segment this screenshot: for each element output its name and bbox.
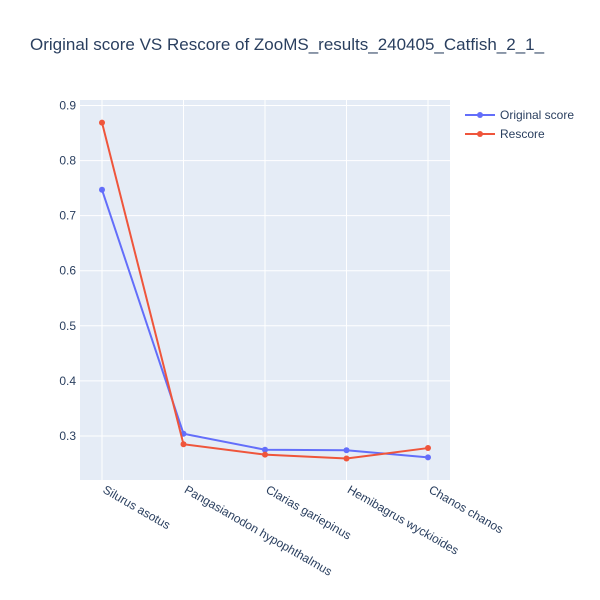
legend-marker — [477, 131, 483, 137]
y-tick-label: 0.9 — [59, 99, 76, 113]
y-tick-label: 0.4 — [59, 374, 76, 388]
series-group — [99, 119, 431, 462]
data-point[interactable] — [180, 441, 187, 448]
data-point[interactable] — [99, 186, 105, 193]
x-axis-ticks: Silurus asotus Pangasianodon hypophthalmu… — [101, 482, 506, 578]
data-point[interactable] — [343, 447, 350, 454]
y-tick-label: 0.6 — [59, 264, 76, 278]
y-axis-ticks: 0.3 0.4 0.5 0.6 0.7 0.8 0.9 — [59, 99, 76, 443]
y-tick-label: 0.3 — [59, 429, 76, 443]
legend-marker — [477, 112, 483, 118]
data-point[interactable] — [262, 446, 268, 453]
data-point[interactable] — [99, 119, 105, 126]
grid-lines — [80, 100, 450, 480]
x-tick-label: Chanos chanos — [427, 482, 506, 536]
data-point[interactable] — [343, 455, 350, 462]
y-tick-label: 0.7 — [59, 209, 76, 223]
x-tick-label: Pangasianodon hypophthalmus — [182, 482, 335, 578]
chart-title: Original score VS Rescore of ZooMS_resul… — [30, 35, 545, 54]
data-point[interactable] — [425, 445, 431, 452]
legend-label: Rescore — [500, 127, 545, 141]
data-point[interactable] — [425, 454, 431, 461]
legend-item-1[interactable]: Rescore — [465, 127, 545, 141]
y-tick-label: 0.5 — [59, 319, 76, 333]
legend[interactable]: Original score Rescore — [465, 108, 574, 141]
x-tick-label: Silurus asotus — [101, 482, 173, 532]
y-tick-label: 0.8 — [59, 154, 76, 168]
legend-label: Original score — [500, 108, 574, 122]
data-point[interactable] — [262, 451, 268, 458]
legend-item-0[interactable]: Original score — [465, 108, 574, 122]
